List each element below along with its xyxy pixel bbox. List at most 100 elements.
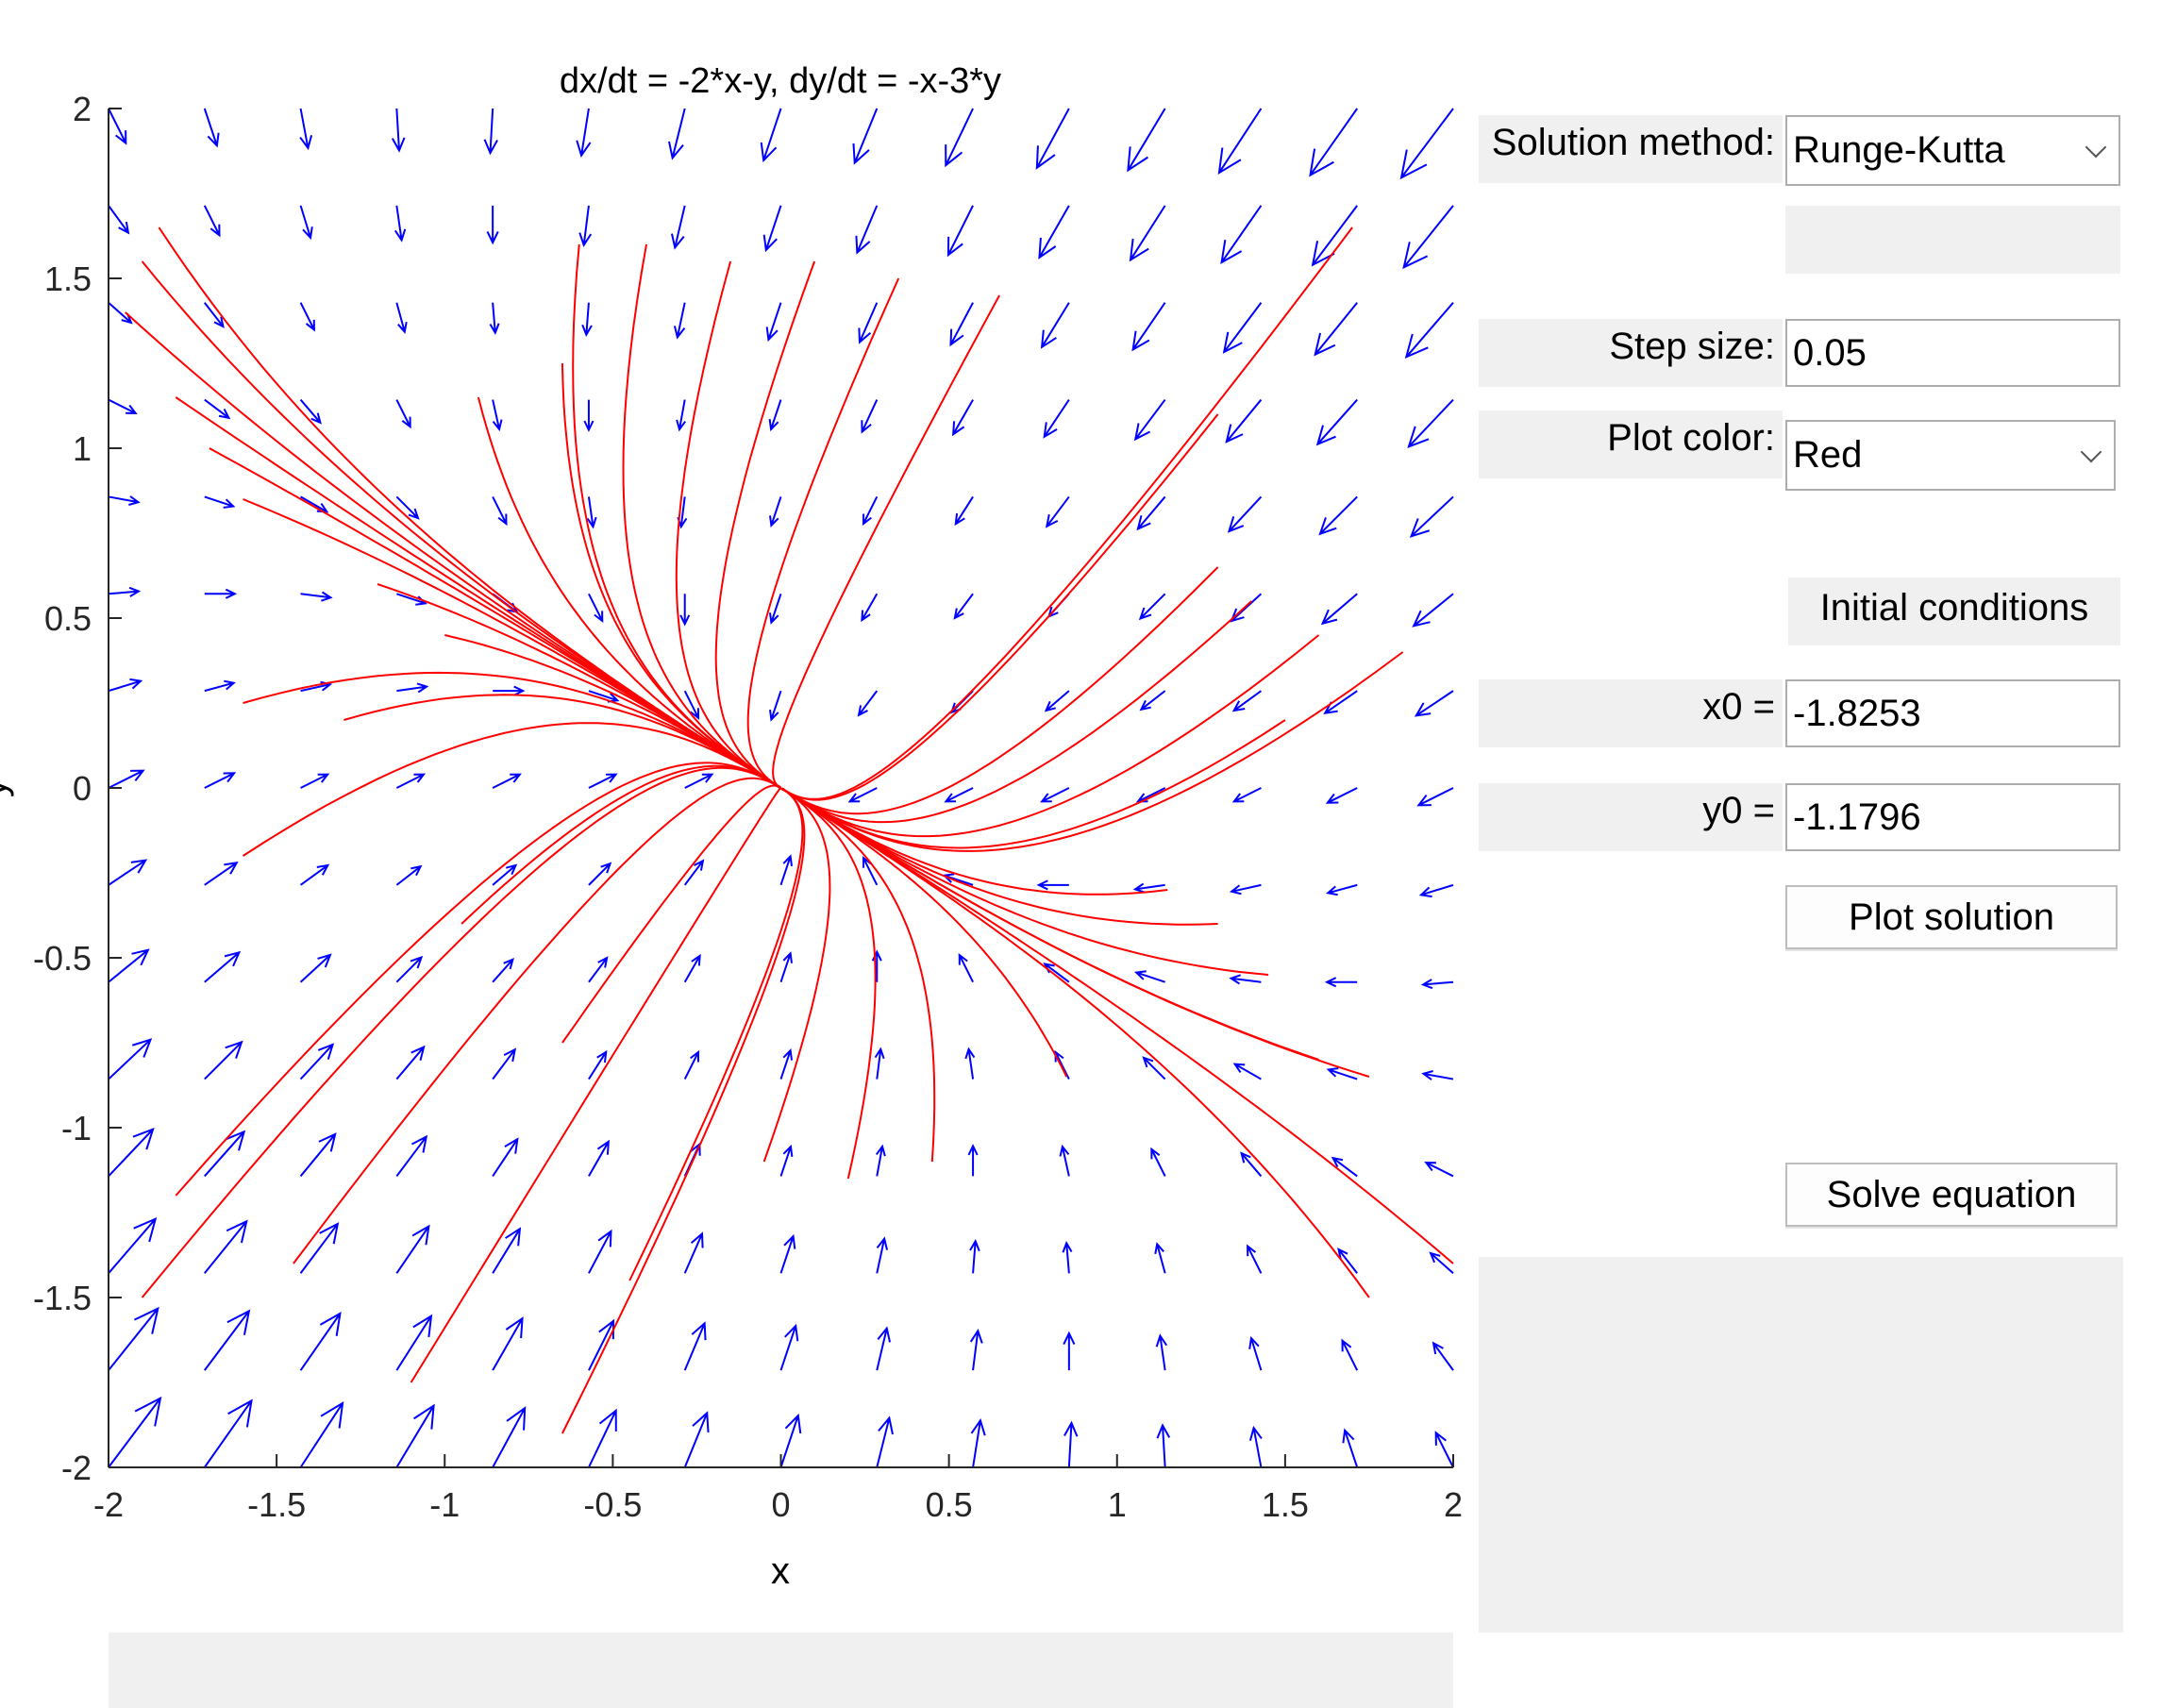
field-arrow [768,399,782,432]
y0-label: y0 = [1479,783,1783,851]
field-arrow [203,205,221,238]
field-arrow [683,1231,704,1274]
field-arrow [204,1040,243,1080]
field-arrow [1040,302,1070,349]
solve-equation-button[interactable]: Solve equation [1785,1163,2118,1227]
field-arrow [1416,787,1454,807]
field-arrow [1409,495,1454,538]
field-arrow [1429,1251,1454,1275]
field-arrow [203,302,225,328]
field-arrow [1150,1147,1166,1177]
field-arrow [299,863,330,886]
field-arrow [204,1130,246,1178]
field-arrow [1138,593,1166,621]
field-arrow [299,953,332,983]
field-arrow [862,856,879,886]
field-arrow [1229,883,1262,896]
field-arrow [1129,205,1166,262]
field-arrow [1136,495,1166,531]
field-arrow [588,1139,611,1177]
field-arrow [964,1047,976,1080]
field-arrow [862,495,879,527]
field-arrow [769,496,782,528]
field-arrow [1131,302,1166,352]
field-arrow [299,1312,342,1371]
field-arrow [1432,1341,1454,1371]
y-tick-label: 0.5 [44,599,92,638]
field-arrow [1412,593,1454,628]
field-arrow [1127,108,1166,173]
blank-control-area [1785,206,2120,274]
field-arrow [1063,1331,1076,1371]
field-arrow [588,1318,615,1371]
field-arrow [108,586,142,597]
field-arrow [492,1227,522,1274]
field-arrow [492,399,503,432]
y0-input[interactable]: -1.1796 [1785,783,2120,851]
field-arrow [489,302,500,335]
field-arrow [204,588,238,599]
solution-curve [141,766,780,1298]
field-arrow [861,399,879,434]
field-arrow [588,1229,612,1274]
field-arrow [1043,399,1070,439]
field-arrow [683,859,705,886]
field-arrow [945,108,974,168]
field-arrow [1044,690,1070,712]
field-arrow [483,108,498,156]
field-arrow [492,773,522,789]
x0-input[interactable]: -1.8253 [1785,679,2120,747]
plot-solution-button[interactable]: Plot solution [1785,885,2118,949]
field-arrow [779,1233,796,1274]
field-arrow [1420,979,1454,990]
field-arrow [1139,690,1166,712]
field-arrow [1220,205,1263,264]
x-tick-label: -1 [429,1485,460,1524]
x-tick-label: 1.5 [1262,1485,1309,1524]
solution-method-value: Runge-Kutta [1793,129,2005,171]
field-arrow [108,1306,159,1371]
y-tick-label: -1.5 [33,1279,92,1317]
direction-field [108,108,1454,1468]
field-arrow [969,1328,983,1371]
field-arrow [1230,593,1263,623]
field-arrow [300,773,330,789]
output-panel [1479,1257,2123,1633]
step-size-value: 0.05 [1793,331,1867,374]
field-arrow [1155,1333,1168,1371]
field-arrow [493,685,526,696]
plot-color-dropdown[interactable]: Red [1785,420,2116,491]
field-arrow [876,1415,894,1468]
field-arrow [1402,205,1454,270]
field-arrow [847,787,878,803]
solution-curve [762,787,831,1163]
solution-method-dropdown[interactable]: Runge-Kutta [1785,115,2120,186]
field-arrow [1407,398,1454,448]
x-tick-label: -0.5 [583,1485,642,1524]
bottom-blank-panel [109,1633,1453,1708]
field-arrow [1227,495,1263,533]
field-arrow [300,680,333,693]
field-arrow [588,956,609,983]
field-arrow [1314,302,1358,357]
field-arrow [1232,1063,1262,1080]
field-arrow [299,1222,340,1274]
field-arrow [492,1137,519,1177]
solution-curve [561,787,806,1434]
x-tick-label: -1.5 [247,1485,306,1524]
field-arrow [108,948,150,983]
field-arrow [108,108,127,145]
field-arrow [108,1038,153,1080]
y-axis-label: y [0,779,14,797]
field-arrow [588,1049,608,1080]
field-arrow [395,864,423,886]
field-arrow [1337,1248,1358,1274]
field-arrow [1054,1049,1070,1080]
field-arrow [1342,1428,1359,1468]
step-size-input[interactable]: 0.05 [1785,319,2120,387]
x-tick-label: -2 [93,1485,124,1524]
field-arrow [1229,974,1262,985]
field-arrow [395,1045,426,1080]
field-arrow [683,953,701,983]
